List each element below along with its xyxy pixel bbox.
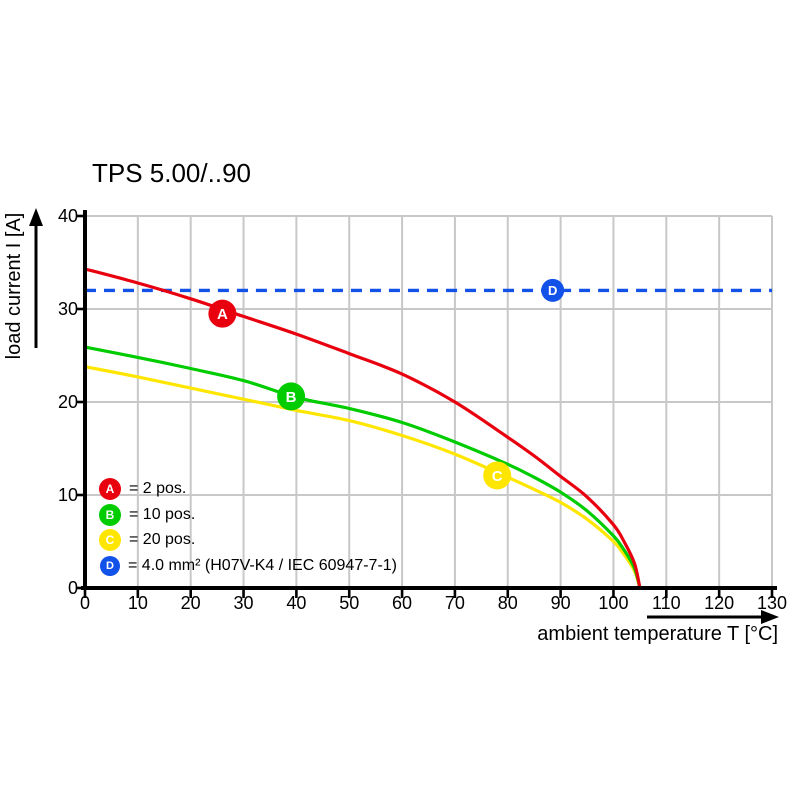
x-tick-label-10: 10 — [127, 593, 148, 613]
y-tick-label-30: 30 — [57, 299, 78, 319]
y-axis-title: load current I [A] — [3, 212, 25, 360]
chart-title: TPS 5.00/..90 — [92, 158, 251, 188]
curve-marker-letter-A: A — [217, 306, 228, 323]
curve-marker-C — [483, 461, 512, 490]
x-tick-label-70: 70 — [444, 593, 465, 613]
y-tick-label-10: 10 — [57, 485, 78, 505]
y-tick-label-0: 0 — [67, 578, 78, 598]
x-tick-label-100: 100 — [598, 593, 629, 613]
legend-item-B: B = 10 pos. — [99, 503, 397, 526]
legend: A = 2 pos. B = 10 pos. C = 20 pos. D = 4.0 mm² … — [99, 478, 397, 577]
y-axis-arrowhead-icon — [29, 208, 43, 226]
curve-marker-letter-B: B — [286, 389, 297, 406]
curve-marker-B — [277, 382, 306, 411]
series-curve-C — [84, 365, 642, 589]
y-tick-label-40: 40 — [57, 206, 78, 226]
x-tick-label-50: 50 — [339, 593, 360, 613]
x-tick-label-40: 40 — [286, 593, 307, 613]
legend-label-A: = 2 pos. — [129, 480, 187, 497]
x-tick-label-0: 0 — [79, 593, 90, 613]
legend-item-C: C = 20 pos. — [99, 529, 397, 551]
curve-marker-A — [208, 299, 237, 328]
x-tick-label-20: 20 — [180, 593, 201, 613]
x-tick-label-80: 80 — [497, 593, 518, 613]
x-tick-label-30: 30 — [233, 593, 254, 613]
x-tick-label-110: 110 — [651, 593, 681, 613]
legend-badge-C: C — [99, 529, 121, 551]
curve-marker-letter-C: C — [492, 468, 503, 485]
curve-marker-D — [541, 278, 565, 302]
x-tick-label-90: 90 — [550, 593, 571, 613]
legend-label-C: = 20 pos. — [129, 531, 196, 548]
legend-badge-A: A — [99, 478, 121, 500]
x-tick-label-120: 120 — [704, 593, 735, 613]
y-tick-label-20: 20 — [57, 392, 78, 412]
legend-label-D: = 4.0 mm² (H07V-K4 / IEC 60947-7-1) — [128, 556, 397, 574]
legend-badge-D: D — [100, 555, 120, 576]
x-axis-title: ambient temperature T [°C] — [537, 623, 778, 645]
x-tick-label-130: 130 — [756, 593, 788, 613]
legend-badge-B: B — [99, 503, 121, 526]
series-curve-B — [84, 345, 642, 589]
legend-label-B: = 10 pos. — [129, 505, 196, 523]
legend-item-D: D = 4.0 mm² (H07V-K4 / IEC 60947-7-1) — [99, 555, 397, 577]
x-axis-arrowhead-icon — [761, 610, 779, 624]
legend-item-A: A = 2 pos. — [99, 478, 397, 500]
x-tick-label-60: 60 — [392, 593, 413, 613]
curve-marker-letter-D: D — [548, 283, 557, 298]
